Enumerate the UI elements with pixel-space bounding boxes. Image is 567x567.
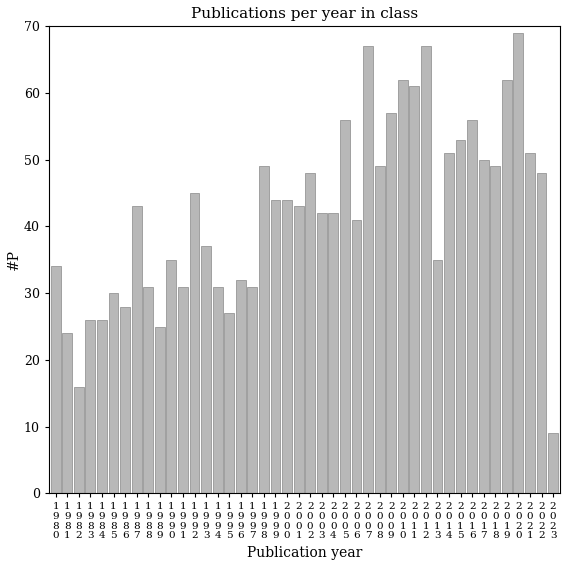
Bar (456, 139, 466, 493)
Bar (86, 320, 95, 493)
Bar (282, 200, 292, 493)
Bar (479, 160, 489, 493)
Bar (548, 433, 558, 493)
Bar (421, 46, 431, 493)
Bar (305, 173, 315, 493)
Bar (433, 260, 442, 493)
Bar (225, 313, 234, 493)
Bar (317, 213, 327, 493)
X-axis label: Publication year: Publication year (247, 546, 362, 560)
Bar (120, 307, 130, 493)
Bar (363, 46, 373, 493)
Bar (247, 286, 257, 493)
Bar (398, 79, 408, 493)
Bar (328, 213, 338, 493)
Bar (375, 166, 384, 493)
Bar (294, 206, 303, 493)
Bar (74, 387, 84, 493)
Bar (51, 266, 61, 493)
Title: Publications per year in class: Publications per year in class (191, 7, 418, 21)
Bar (132, 206, 142, 493)
Bar (259, 166, 269, 493)
Bar (525, 153, 535, 493)
Bar (178, 286, 188, 493)
Bar (490, 166, 500, 493)
Bar (109, 293, 119, 493)
Bar (352, 220, 361, 493)
Bar (236, 280, 246, 493)
Bar (62, 333, 72, 493)
Bar (536, 173, 547, 493)
Bar (409, 86, 419, 493)
Bar (386, 113, 396, 493)
Y-axis label: #P: #P (7, 249, 21, 270)
Bar (155, 327, 165, 493)
Bar (502, 79, 512, 493)
Bar (444, 153, 454, 493)
Bar (467, 120, 477, 493)
Bar (340, 120, 350, 493)
Bar (514, 33, 523, 493)
Bar (270, 200, 281, 493)
Bar (143, 286, 153, 493)
Bar (167, 260, 176, 493)
Bar (201, 247, 211, 493)
Bar (213, 286, 223, 493)
Bar (189, 193, 200, 493)
Bar (97, 320, 107, 493)
